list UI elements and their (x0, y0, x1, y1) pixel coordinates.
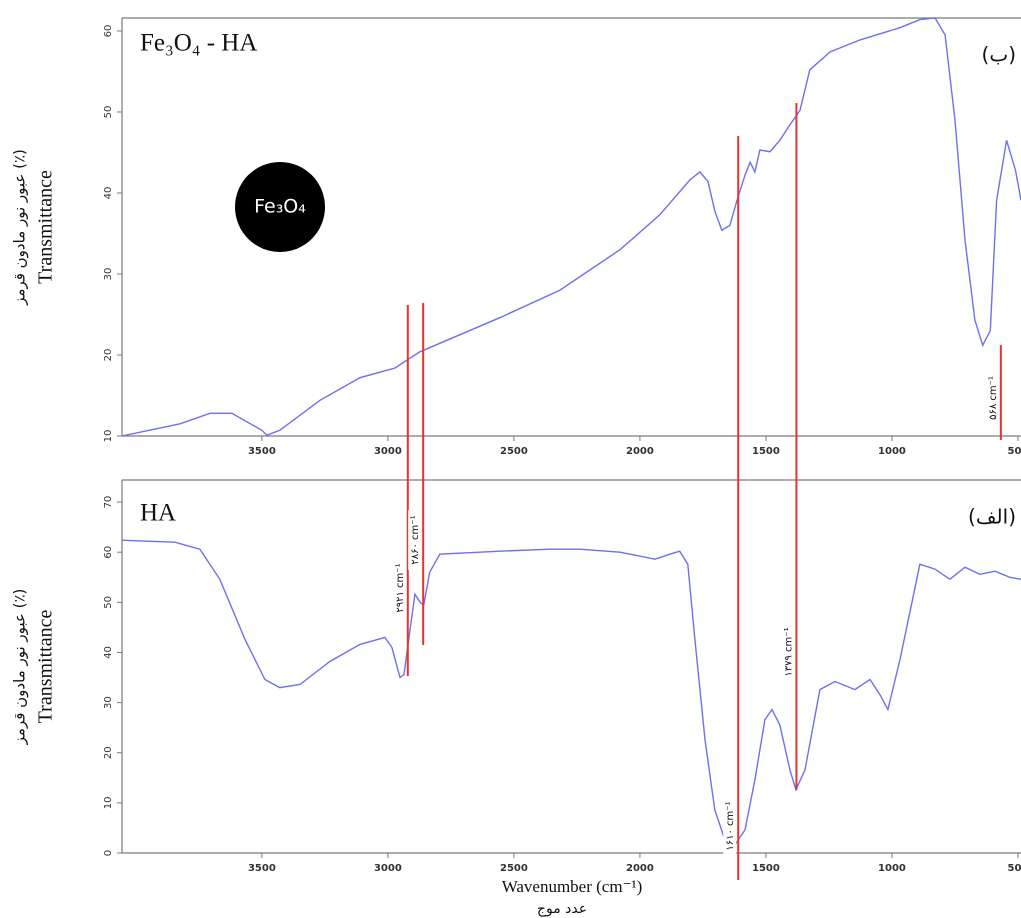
y-tick-label: 20 (103, 349, 114, 362)
x-tick-label: 1000 (878, 446, 906, 457)
annotation-label: ۱۳۷۹ cm⁻¹ (783, 627, 794, 676)
panel-label: (ب) (982, 43, 1016, 67)
x-tick-label: 500 (1008, 446, 1021, 457)
y-tick-label: 40 (103, 646, 114, 659)
y-tick-label: 60 (103, 546, 114, 559)
y-tick-label: 30 (103, 696, 114, 709)
x-tick-label: 2000 (626, 446, 654, 457)
x-tick-label: 1000 (878, 863, 906, 874)
annotation-bg (985, 368, 999, 428)
y-axis-label: Transmittance (35, 170, 57, 284)
annotation-bg (392, 558, 406, 618)
x-axis-label: عدد موج (537, 901, 587, 917)
y-axis-label: Transmittance (35, 610, 57, 724)
x-tick-label: 2500 (500, 863, 528, 874)
particle-label: Fe₃O₄ (254, 196, 306, 218)
y-tick-label: 0 (103, 850, 114, 856)
annotation-bg (408, 510, 422, 570)
y-tick-label: 60 (103, 25, 114, 38)
x-tick-label: 3500 (248, 863, 276, 874)
x-tick-label: 3000 (374, 863, 402, 874)
spectrum-line (121, 17, 1021, 437)
y-tick-label: 10 (103, 430, 114, 443)
annotation-label: ۵۶۸ cm⁻¹ (988, 376, 999, 420)
x-tick-label: 2000 (626, 863, 654, 874)
y-tick-label: 10 (103, 796, 114, 809)
x-tick-label: 500 (1008, 863, 1021, 874)
annotation-bg (723, 796, 737, 856)
panel-label: (الف) (968, 505, 1016, 529)
annotation-bg (781, 622, 795, 682)
x-tick-label: 3000 (374, 446, 402, 457)
x-tick-label: 2500 (500, 446, 528, 457)
chart-title: HA (140, 500, 176, 527)
y-axis-label: عبور نور مادون قرمز (٪) (11, 149, 29, 306)
annotation-label: ۲۸۶۰ cm⁻¹ (410, 515, 421, 564)
y-axis-label: عبور نور مادون قرمز (٪) (11, 589, 29, 746)
y-tick-label: 50 (103, 106, 114, 119)
y-tick-label: 30 (103, 268, 114, 281)
x-tick-label: 1500 (752, 446, 780, 457)
x-axis-label: Wavenumber (cm⁻¹) (502, 877, 643, 896)
x-tick-label: 3500 (248, 446, 276, 457)
y-tick-label: 70 (103, 496, 114, 509)
x-tick-label: 1500 (752, 863, 780, 874)
y-tick-label: 20 (103, 746, 114, 759)
spectrum-line (121, 539, 1021, 846)
chart-title: Fe₃O₄ - HA (140, 30, 257, 57)
annotation-label: ۱۶۱۰ cm⁻¹ (725, 801, 736, 850)
y-tick-label: 40 (103, 187, 114, 200)
y-tick-label: 50 (103, 596, 114, 609)
particle (235, 162, 325, 252)
annotation-label: ۲۹۲۱ cm⁻¹ (395, 563, 406, 612)
